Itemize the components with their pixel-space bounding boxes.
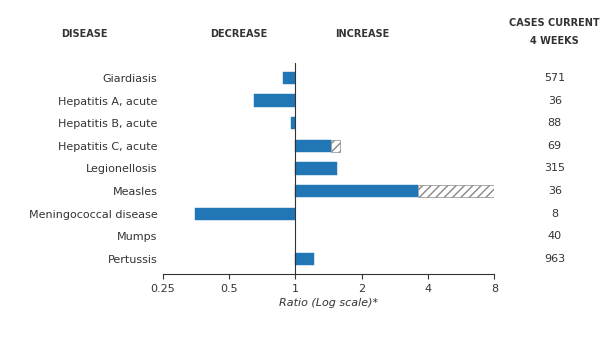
Text: 40: 40 bbox=[548, 231, 562, 241]
Bar bbox=[295, 185, 418, 197]
Bar bbox=[418, 185, 494, 197]
Text: 36: 36 bbox=[548, 95, 562, 106]
Text: 36: 36 bbox=[548, 186, 562, 196]
Text: 4 WEEKS: 4 WEEKS bbox=[531, 36, 579, 46]
Bar bbox=[295, 140, 331, 152]
Bar bbox=[195, 207, 295, 220]
Bar bbox=[295, 253, 315, 265]
Bar bbox=[331, 140, 341, 152]
Text: DECREASE: DECREASE bbox=[210, 29, 267, 39]
Text: CASES CURRENT: CASES CURRENT bbox=[510, 18, 600, 28]
Bar bbox=[291, 117, 295, 130]
Text: 571: 571 bbox=[544, 73, 566, 83]
Bar bbox=[295, 162, 338, 175]
Bar bbox=[283, 72, 295, 84]
Bar bbox=[254, 94, 295, 107]
Text: 69: 69 bbox=[548, 141, 562, 151]
Text: 8: 8 bbox=[551, 209, 558, 219]
Text: DISEASE: DISEASE bbox=[61, 29, 108, 39]
Text: 315: 315 bbox=[545, 164, 565, 173]
Text: 88: 88 bbox=[548, 118, 562, 128]
Text: 963: 963 bbox=[544, 254, 566, 264]
Text: INCREASE: INCREASE bbox=[335, 29, 389, 39]
X-axis label: Ratio (Log scale)*: Ratio (Log scale)* bbox=[279, 298, 378, 308]
